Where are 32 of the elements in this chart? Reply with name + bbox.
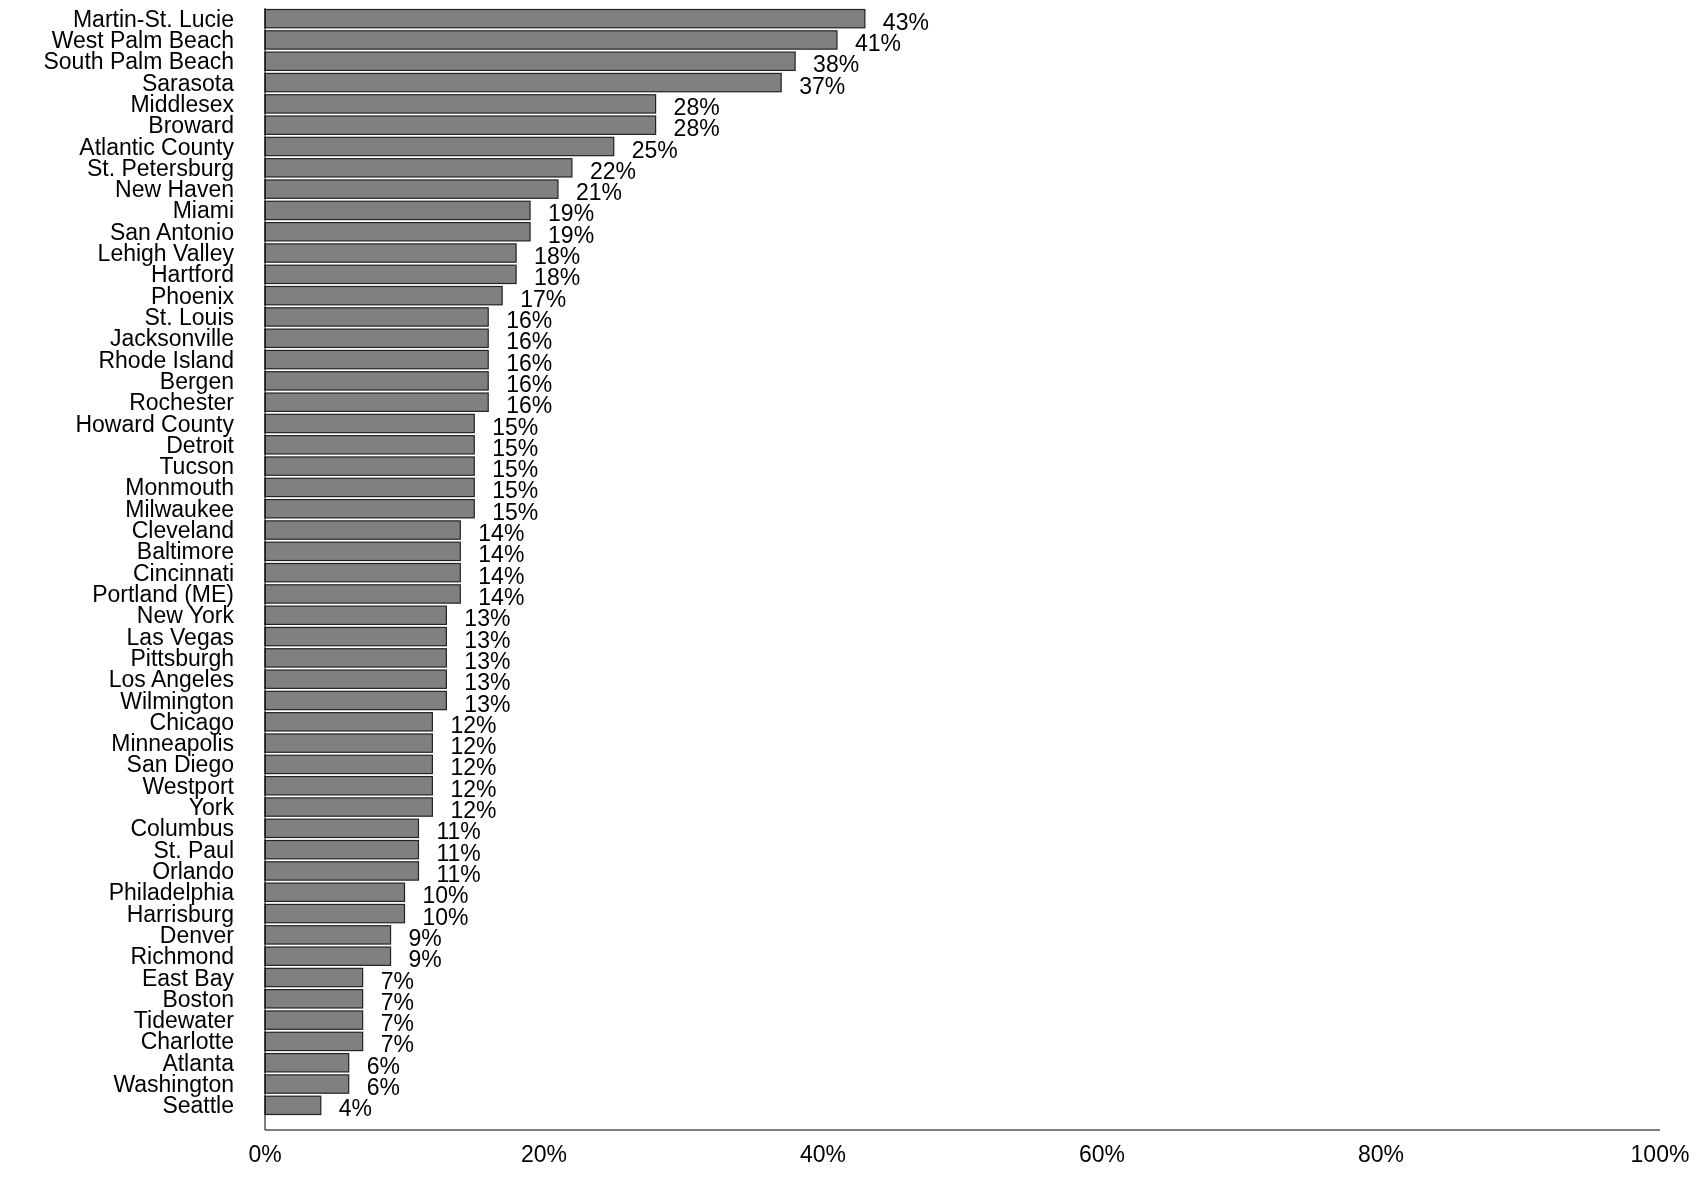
bar	[264, 1031, 364, 1052]
bar	[264, 839, 420, 860]
bar	[264, 562, 461, 583]
x-tick-label: 80%	[1357, 1141, 1405, 1168]
bar	[264, 967, 364, 988]
bar	[264, 818, 420, 839]
bar	[264, 72, 782, 93]
x-tick-label: 60%	[1078, 1141, 1126, 1168]
y-tick-label: Richmond	[130, 943, 234, 970]
bar	[264, 8, 866, 29]
bar	[264, 136, 615, 157]
y-tick-label: Washington	[113, 1071, 234, 1098]
x-tick-label: 0%	[248, 1141, 282, 1168]
y-tick-label: Howard County	[75, 410, 235, 437]
bar	[264, 626, 447, 647]
y-tick-label: South Palm Beach	[43, 48, 234, 75]
bar	[264, 349, 489, 370]
x-tick-label: 40%	[799, 1141, 847, 1168]
bar	[264, 285, 503, 306]
bar	[264, 903, 406, 924]
bar	[264, 413, 475, 434]
data-label: 4%	[338, 1095, 373, 1122]
x-tick-label: 100%	[1630, 1141, 1690, 1168]
x-tick-label: 20%	[520, 1141, 568, 1168]
bar	[264, 754, 433, 775]
bar	[264, 541, 461, 562]
bar	[264, 1095, 322, 1116]
bar	[264, 264, 517, 285]
bar	[264, 200, 531, 221]
bar	[264, 477, 475, 498]
bar	[264, 690, 447, 711]
y-tick-label: Philadelphia	[108, 879, 235, 906]
